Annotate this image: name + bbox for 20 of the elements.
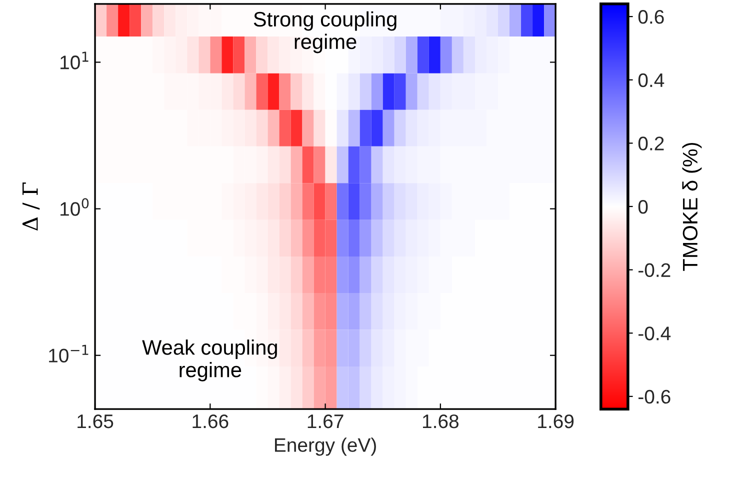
y-tick-label: 10$^{1}$ — [60, 52, 88, 70]
x-tick-label: 1.65 — [78, 414, 114, 428]
y-tick-label: 10$^{−1}$ — [49, 344, 88, 362]
color-bar-label: -0.2 — [638, 263, 670, 278]
y-tick-label: 10$^{0}$ — [60, 198, 89, 216]
color-bar-label: -0.4 — [638, 326, 671, 340]
color-bar-title: TMOKE δ (%) — [682, 142, 702, 271]
x-tick-label: 1.67 — [308, 414, 344, 428]
annotation: Strong coupling regime — [254, 11, 396, 54]
x-axis-title: Energy (eV) — [275, 438, 376, 456]
x-tick-label: 1.69 — [538, 414, 574, 428]
color-bar-label: 0 — [638, 200, 648, 214]
color-bar-label: 0.6 — [638, 10, 664, 24]
color-bar-label: 0.2 — [638, 136, 664, 150]
color-bar-label: -0.6 — [638, 390, 670, 404]
x-tick-label: 1.68 — [422, 414, 459, 428]
x-tick-label: 1.66 — [192, 414, 228, 428]
y-axis-title: Δ / Γ — [22, 182, 40, 231]
color-bar-label: 0.4 — [638, 73, 664, 88]
annotation: Weak coupling regime — [142, 340, 277, 382]
